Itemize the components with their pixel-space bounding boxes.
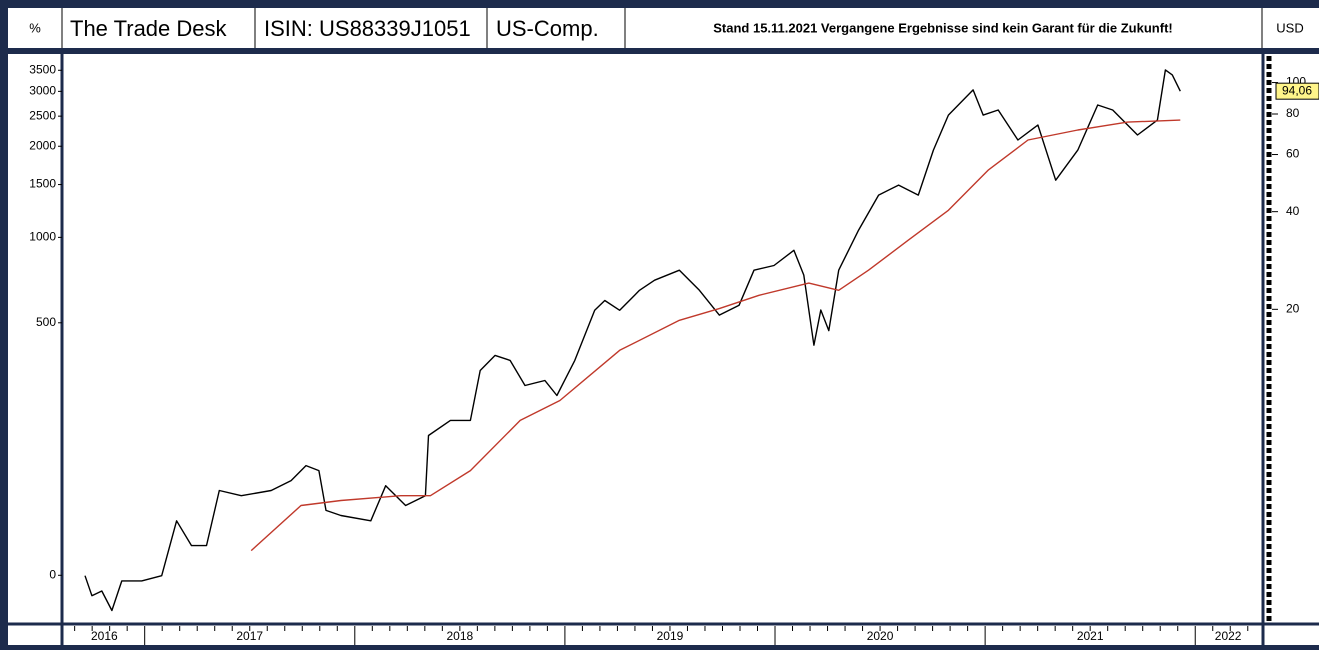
y-tick-label: 1000: [29, 230, 56, 244]
header-dividers: [61, 8, 1263, 48]
y2-tick-label: 60: [1286, 147, 1300, 161]
x-tick-label: 2016: [91, 629, 118, 643]
price-label: 94,06: [1282, 83, 1312, 97]
price-label-box: [1275, 82, 1319, 100]
y-tick-label: 2500: [29, 108, 56, 122]
header-bg: [8, 8, 1319, 48]
body-bg: [8, 54, 1319, 645]
series-line: [84, 69, 1181, 612]
x-tick-label: 2019: [657, 629, 684, 643]
series-line: [250, 119, 1181, 552]
y2-tick-label: 40: [1286, 204, 1300, 218]
isin: ISIN: US88339J1051: [264, 16, 471, 41]
note: Stand 15.11.2021 Vergangene Ergebnisse s…: [713, 20, 1172, 35]
y-tick-label: 500: [36, 315, 56, 329]
x-tick-label: 2020: [867, 629, 894, 643]
x-tick-label: 2022: [1215, 629, 1242, 643]
y-tick-label: 3000: [29, 84, 56, 98]
right-unit: USD: [1276, 20, 1303, 35]
y-tick-label: 3500: [29, 62, 56, 76]
y-tick-label: 2000: [29, 138, 56, 152]
y-tick-label: 1500: [29, 177, 56, 191]
x-tick-label: 2017: [236, 629, 263, 643]
x-tick-label: 2021: [1077, 629, 1104, 643]
left-unit: %: [29, 20, 41, 35]
y-tick-label: 0: [49, 567, 56, 581]
y2-tick-label: 20: [1286, 302, 1300, 316]
market: US-Comp.: [496, 16, 599, 41]
x-tick-label: 2018: [446, 629, 473, 643]
y2-tick-label: 80: [1286, 106, 1300, 120]
stock-name: The Trade Desk: [70, 16, 228, 41]
